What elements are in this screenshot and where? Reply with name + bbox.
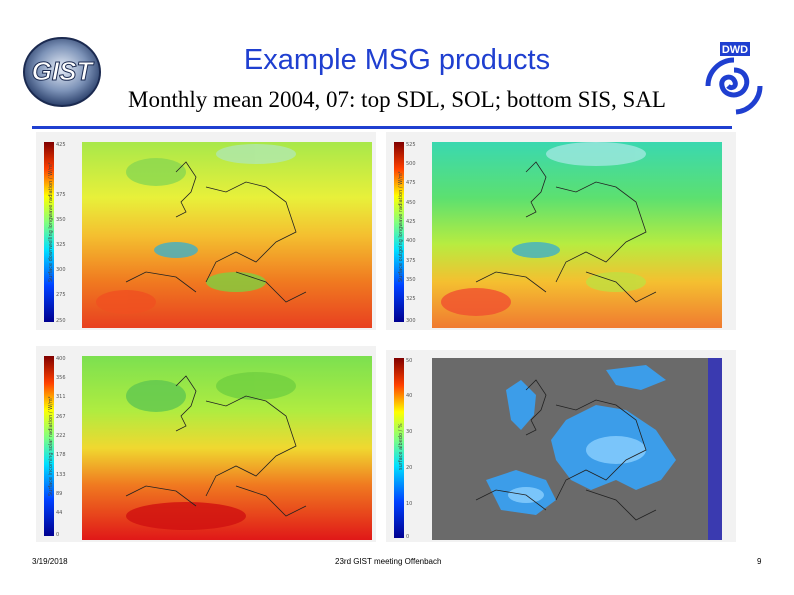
svg-text:267: 267: [56, 414, 66, 420]
svg-text:375: 375: [56, 192, 66, 198]
svg-text:40: 40: [406, 393, 412, 399]
svg-text:89: 89: [56, 491, 62, 497]
svg-text:300: 300: [406, 318, 416, 324]
title-rule: [32, 126, 732, 129]
sol-colorbar: [394, 142, 404, 322]
svg-text:250: 250: [56, 318, 66, 324]
page-title: Example MSG products: [243, 44, 551, 76]
svg-text:350: 350: [406, 277, 416, 283]
svg-text:325: 325: [406, 296, 416, 302]
sal-colorbar: [394, 358, 404, 538]
svg-text:30: 30: [406, 429, 412, 435]
svg-text:525: 525: [406, 142, 416, 148]
svg-text:311: 311: [56, 394, 66, 400]
svg-text:0: 0: [406, 534, 409, 540]
footer-date: 3/19/2018: [32, 557, 68, 566]
sdl-colorbar-ticks: 425 375 350 325 300 275 250: [56, 142, 66, 324]
footer-page-number: 9: [757, 557, 762, 566]
svg-text:133: 133: [56, 472, 66, 478]
gist-logo-icon: GIST: [23, 37, 101, 107]
svg-text:400: 400: [406, 238, 416, 244]
sdl-colorbar-label: Surface downwelling longwave radiation /…: [48, 162, 54, 282]
svg-text:DWD: DWD: [722, 44, 748, 56]
sdl-map: 425 375 350 325 300 275 250 Surface down…: [36, 132, 376, 330]
sol-colorbar-label: Surface outgoing longwave radiation / W/…: [398, 171, 404, 282]
sal-colorbar-label: surface albedo / %: [398, 423, 404, 470]
svg-text:450: 450: [406, 200, 416, 206]
svg-text:44: 44: [56, 510, 62, 516]
svg-text:GIST: GIST: [32, 56, 95, 86]
sol-colorbar-ticks: 525 500 475 450 425 400 375 350 325 300: [406, 142, 416, 324]
svg-text:475: 475: [406, 180, 416, 186]
sis-colorbar-ticks: 400 356 311 267 222 178 133 89 44 0: [56, 356, 66, 538]
footer-meeting: 23rd GIST meeting Offenbach: [335, 557, 442, 566]
svg-text:222: 222: [56, 433, 66, 439]
svg-text:425: 425: [406, 219, 416, 225]
svg-text:500: 500: [406, 161, 416, 167]
svg-text:400: 400: [56, 356, 66, 362]
page-subtitle: Monthly mean 2004, 07: top SDL, SOL; bot…: [128, 87, 666, 112]
svg-text:300: 300: [56, 267, 66, 273]
sdl-colorbar: [44, 142, 54, 322]
dwd-logo-icon: DWD: [705, 42, 763, 115]
sis-colorbar: [44, 356, 54, 536]
svg-text:425: 425: [56, 142, 66, 148]
svg-text:275: 275: [56, 292, 66, 298]
sis-map: 400 356 311 267 222 178 133 89 44 0 Surf…: [36, 346, 376, 542]
svg-text:375: 375: [406, 258, 416, 264]
svg-text:20: 20: [406, 465, 412, 471]
svg-text:0: 0: [56, 532, 59, 538]
svg-text:356: 356: [56, 375, 66, 381]
svg-text:350: 350: [56, 217, 66, 223]
svg-text:50: 50: [406, 358, 412, 364]
svg-text:10: 10: [406, 501, 412, 507]
svg-text:325: 325: [56, 242, 66, 248]
sal-map: 50 40 30 20 10 0 surface albedo / %: [386, 350, 736, 542]
sal-colorbar-ticks: 50 40 30 20 10 0: [406, 358, 412, 540]
sis-colorbar-label: Surface incoming solar radiation / W/m²: [48, 396, 54, 496]
svg-text:178: 178: [56, 452, 66, 458]
sol-map: 525 500 475 450 425 400 375 350 325 300 …: [386, 132, 736, 330]
